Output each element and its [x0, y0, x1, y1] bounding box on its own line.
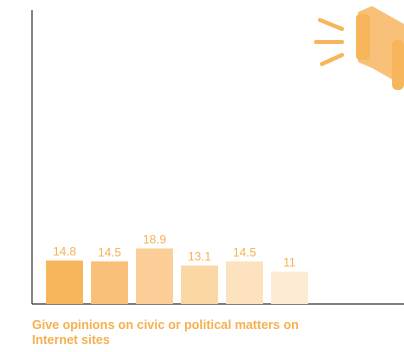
bar-value-label-2: 14.5	[98, 245, 122, 259]
bar-5	[226, 261, 263, 304]
bar-6	[271, 271, 308, 304]
value-labels-group: 14.8 14.5 18.9 13.1 14.5 11	[53, 232, 296, 269]
bar-4	[181, 265, 218, 304]
bar-value-label-6: 11	[283, 256, 296, 270]
bar-value-label-1: 14.8	[53, 244, 77, 258]
chart-caption: Give opinions on civic or political matt…	[32, 318, 299, 347]
bar-2	[91, 261, 128, 304]
bars-group	[46, 248, 308, 304]
megaphone-icon	[314, 6, 404, 90]
bar-3	[136, 248, 173, 304]
bar-value-label-4: 13.1	[188, 249, 212, 263]
bar-value-label-3: 18.9	[143, 232, 167, 246]
bar-1	[46, 260, 83, 304]
bar-value-label-5: 14.5	[233, 245, 257, 259]
